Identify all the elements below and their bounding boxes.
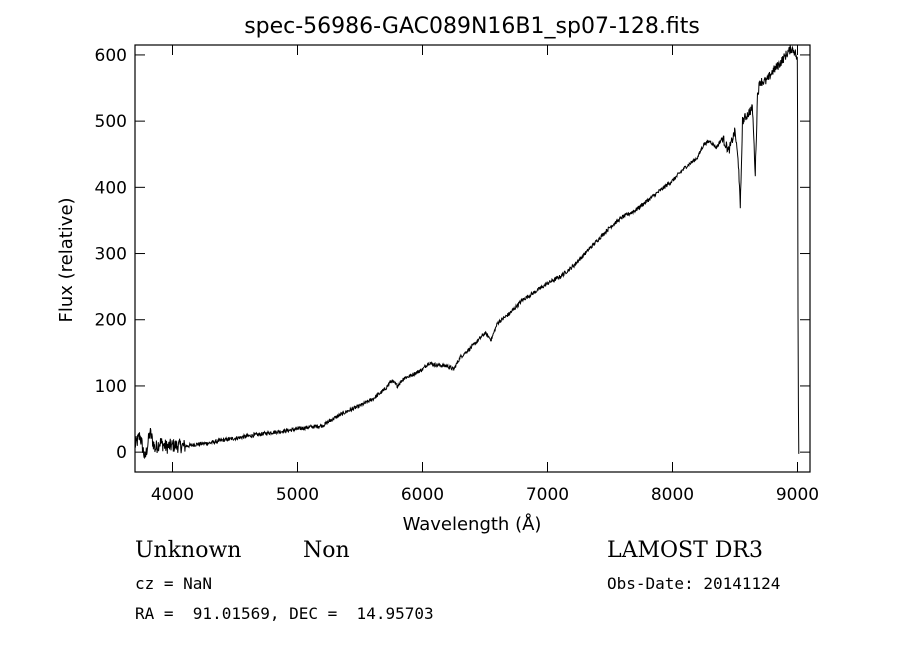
- y-tick-label: 200: [95, 311, 127, 331]
- object-class: Unknown: [135, 538, 242, 563]
- plot-frame: [134, 44, 811, 473]
- observation-date: Obs-Date: 20141124: [607, 574, 781, 593]
- y-tick-label: 600: [95, 46, 127, 66]
- flux-series-line: [134, 45, 800, 460]
- y-tick-label: 400: [95, 178, 127, 198]
- chart-title: spec-56986-GAC089N16B1_sp07-128.fits: [244, 14, 700, 39]
- x-tick-label: 9000: [776, 485, 819, 505]
- x-tick-label: 7000: [526, 485, 569, 505]
- redshift-cz: cz = NaN: [135, 574, 213, 593]
- x-tick-label: 8000: [651, 485, 694, 505]
- x-axis: 4000 5000 6000 7000 8000 9000: [151, 45, 819, 505]
- x-tick-label: 5000: [276, 485, 319, 505]
- y-tick-label: 100: [95, 377, 127, 397]
- y-axis-label: Flux (relative): [56, 197, 77, 322]
- x-tick-label: 4000: [151, 485, 194, 505]
- coordinates: RA = 91.01569, DEC = 14.95703: [135, 604, 434, 623]
- y-axis: 0 100 200 300 400 500 600: [95, 46, 810, 463]
- x-axis-label: Wavelength (Å): [403, 513, 542, 535]
- y-tick-label: 500: [95, 112, 127, 132]
- x-tick-label: 6000: [401, 485, 444, 505]
- survey-name: LAMOST DR3: [607, 538, 763, 563]
- y-tick-label: 0: [116, 443, 127, 463]
- object-subclass: Non: [303, 538, 350, 563]
- y-tick-label: 300: [95, 245, 127, 265]
